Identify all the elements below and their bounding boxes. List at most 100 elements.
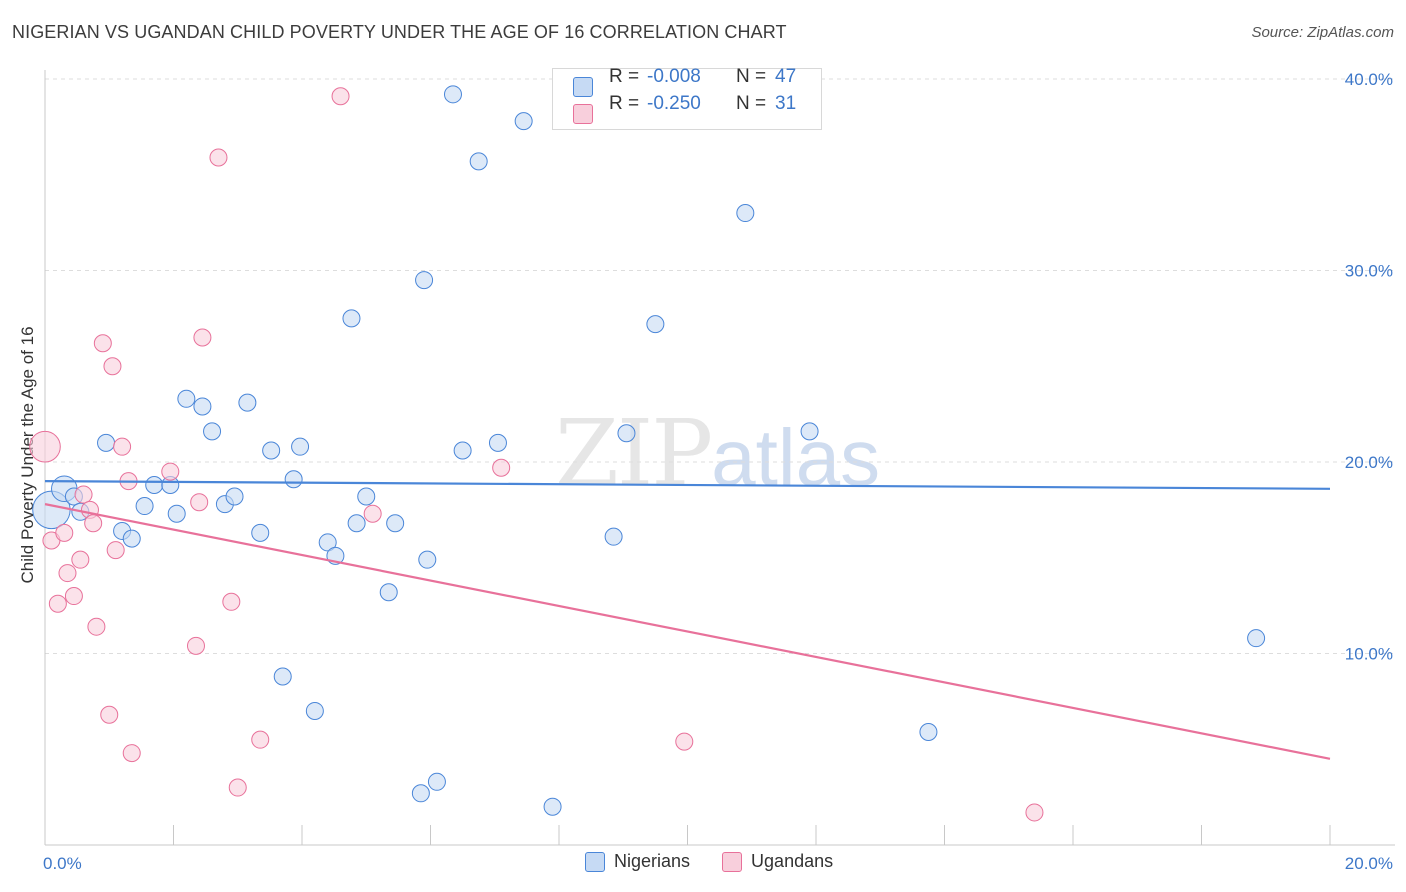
ugandans-point (48, 594, 67, 613)
nigerians-point (543, 797, 562, 816)
ugandans-point (93, 334, 112, 353)
ugandans-point (190, 493, 209, 512)
ugandans-legend-swatch (722, 851, 743, 872)
nigerians-point (342, 309, 361, 328)
ugandans-point (71, 550, 90, 569)
nigerians-point (488, 433, 507, 452)
nigerians-point (1247, 629, 1266, 648)
nigerians-point (415, 271, 434, 290)
nigerians-point (262, 441, 281, 460)
nigerians-swatch (573, 77, 593, 97)
axes (44, 70, 1395, 846)
nigerians-point (604, 527, 623, 546)
nigerians-point (418, 550, 437, 569)
nigerians-point (347, 514, 366, 533)
n-value: 47 (775, 66, 797, 87)
ugandans-point (64, 587, 83, 606)
nigerians-point (167, 504, 186, 523)
watermark-atlas: atlas (711, 413, 881, 502)
y-tick-label: 30.0% (1345, 262, 1393, 281)
legend-item-nigerians[interactable]: Nigerians (585, 851, 690, 872)
nigerians-point (469, 152, 488, 171)
bottom-legend: Nigerians Ugandans (585, 851, 855, 872)
ugandans-point (122, 744, 141, 763)
gridlines (45, 78, 1395, 654)
ugandans-point (675, 732, 694, 751)
ugandans-point (161, 462, 180, 481)
n-label: N = (736, 66, 767, 87)
y-tick-label: 10.0% (1345, 645, 1393, 664)
nigerians-point (919, 723, 938, 742)
r-label: R = (609, 93, 640, 114)
nigerians-legend-swatch (585, 851, 605, 872)
n-value: 31 (775, 93, 797, 114)
watermark: ZIPatlas (555, 400, 880, 507)
ugandans-point (193, 328, 212, 347)
nigerians-point (305, 701, 324, 720)
nigerians-point (284, 470, 303, 489)
nigerians-point (443, 85, 462, 104)
nigerians-point (514, 112, 533, 131)
legend-label-ugandans: Ugandans (751, 851, 834, 871)
legend-label-nigerians: Nigerians (614, 851, 691, 871)
nigerians-point (379, 583, 398, 602)
ugandans-trend-line (44, 503, 1331, 760)
ugandans-point (113, 437, 132, 456)
nigerians-point (97, 433, 116, 452)
ugandans-point (29, 430, 61, 463)
ugandans-point (1025, 803, 1044, 822)
nigerians-point (177, 389, 196, 408)
watermark-zip: ZIP (555, 400, 713, 507)
ugandans-point (84, 514, 103, 533)
trend-lines (44, 480, 1331, 760)
ugandans-point (106, 541, 125, 560)
ugandans-point (100, 705, 119, 724)
tick-labels: 10.0% 20.0% 30.0% 40.0% 0.0% 20.0% (43, 70, 1393, 873)
ugandans-point (492, 458, 511, 477)
ugandans-swatch (573, 104, 593, 124)
nigerians-point (193, 397, 212, 416)
y-tick-label: 40.0% (1345, 70, 1393, 89)
series-nigerians-points (32, 85, 1266, 816)
nigerians-point (411, 784, 430, 803)
nigerians-point (453, 441, 472, 460)
r-label: R = (609, 66, 640, 87)
x-tick-label: 20.0% (1345, 854, 1393, 873)
source-label: Source: ZipAtlas.com (1251, 24, 1394, 41)
nigerians-point (357, 487, 376, 506)
nigerians-point (273, 667, 292, 686)
ugandans-point (74, 485, 93, 504)
r-value: -0.250 (647, 93, 701, 114)
ugandans-point (103, 357, 122, 376)
ugandans-point (55, 523, 74, 542)
nigerians-point (386, 514, 405, 533)
chart-title: NIGERIAN VS UGANDAN CHILD POVERTY UNDER … (12, 22, 787, 42)
nigerians-point (238, 393, 257, 412)
ugandans-point (87, 617, 106, 636)
series-ugandans-points (29, 87, 1044, 822)
nigerians-point (122, 529, 141, 548)
nigerians-point (203, 422, 222, 441)
nigerians-point (646, 315, 665, 334)
ugandans-point (363, 504, 382, 523)
nigerians-point (427, 772, 446, 791)
legend-item-ugandans[interactable]: Ugandans (722, 851, 833, 872)
ugandans-point (222, 592, 241, 611)
nigerians-point (251, 523, 270, 542)
nigerians-point (617, 424, 636, 443)
nigerians-point (800, 422, 819, 441)
ugandans-point (58, 564, 77, 583)
x-tick-label: 0.0% (43, 854, 82, 873)
nigerians-point (318, 533, 337, 552)
nigerians-point (145, 475, 164, 494)
nigerians-point (291, 437, 310, 456)
nigerians-point (225, 487, 244, 506)
ugandans-point (186, 636, 205, 655)
ugandans-point (209, 148, 228, 167)
nigerians-point (135, 497, 154, 516)
n-label: N = (736, 93, 767, 114)
y-tick-label: 20.0% (1345, 453, 1393, 472)
ugandans-point (251, 730, 270, 749)
ugandans-point (228, 778, 247, 797)
